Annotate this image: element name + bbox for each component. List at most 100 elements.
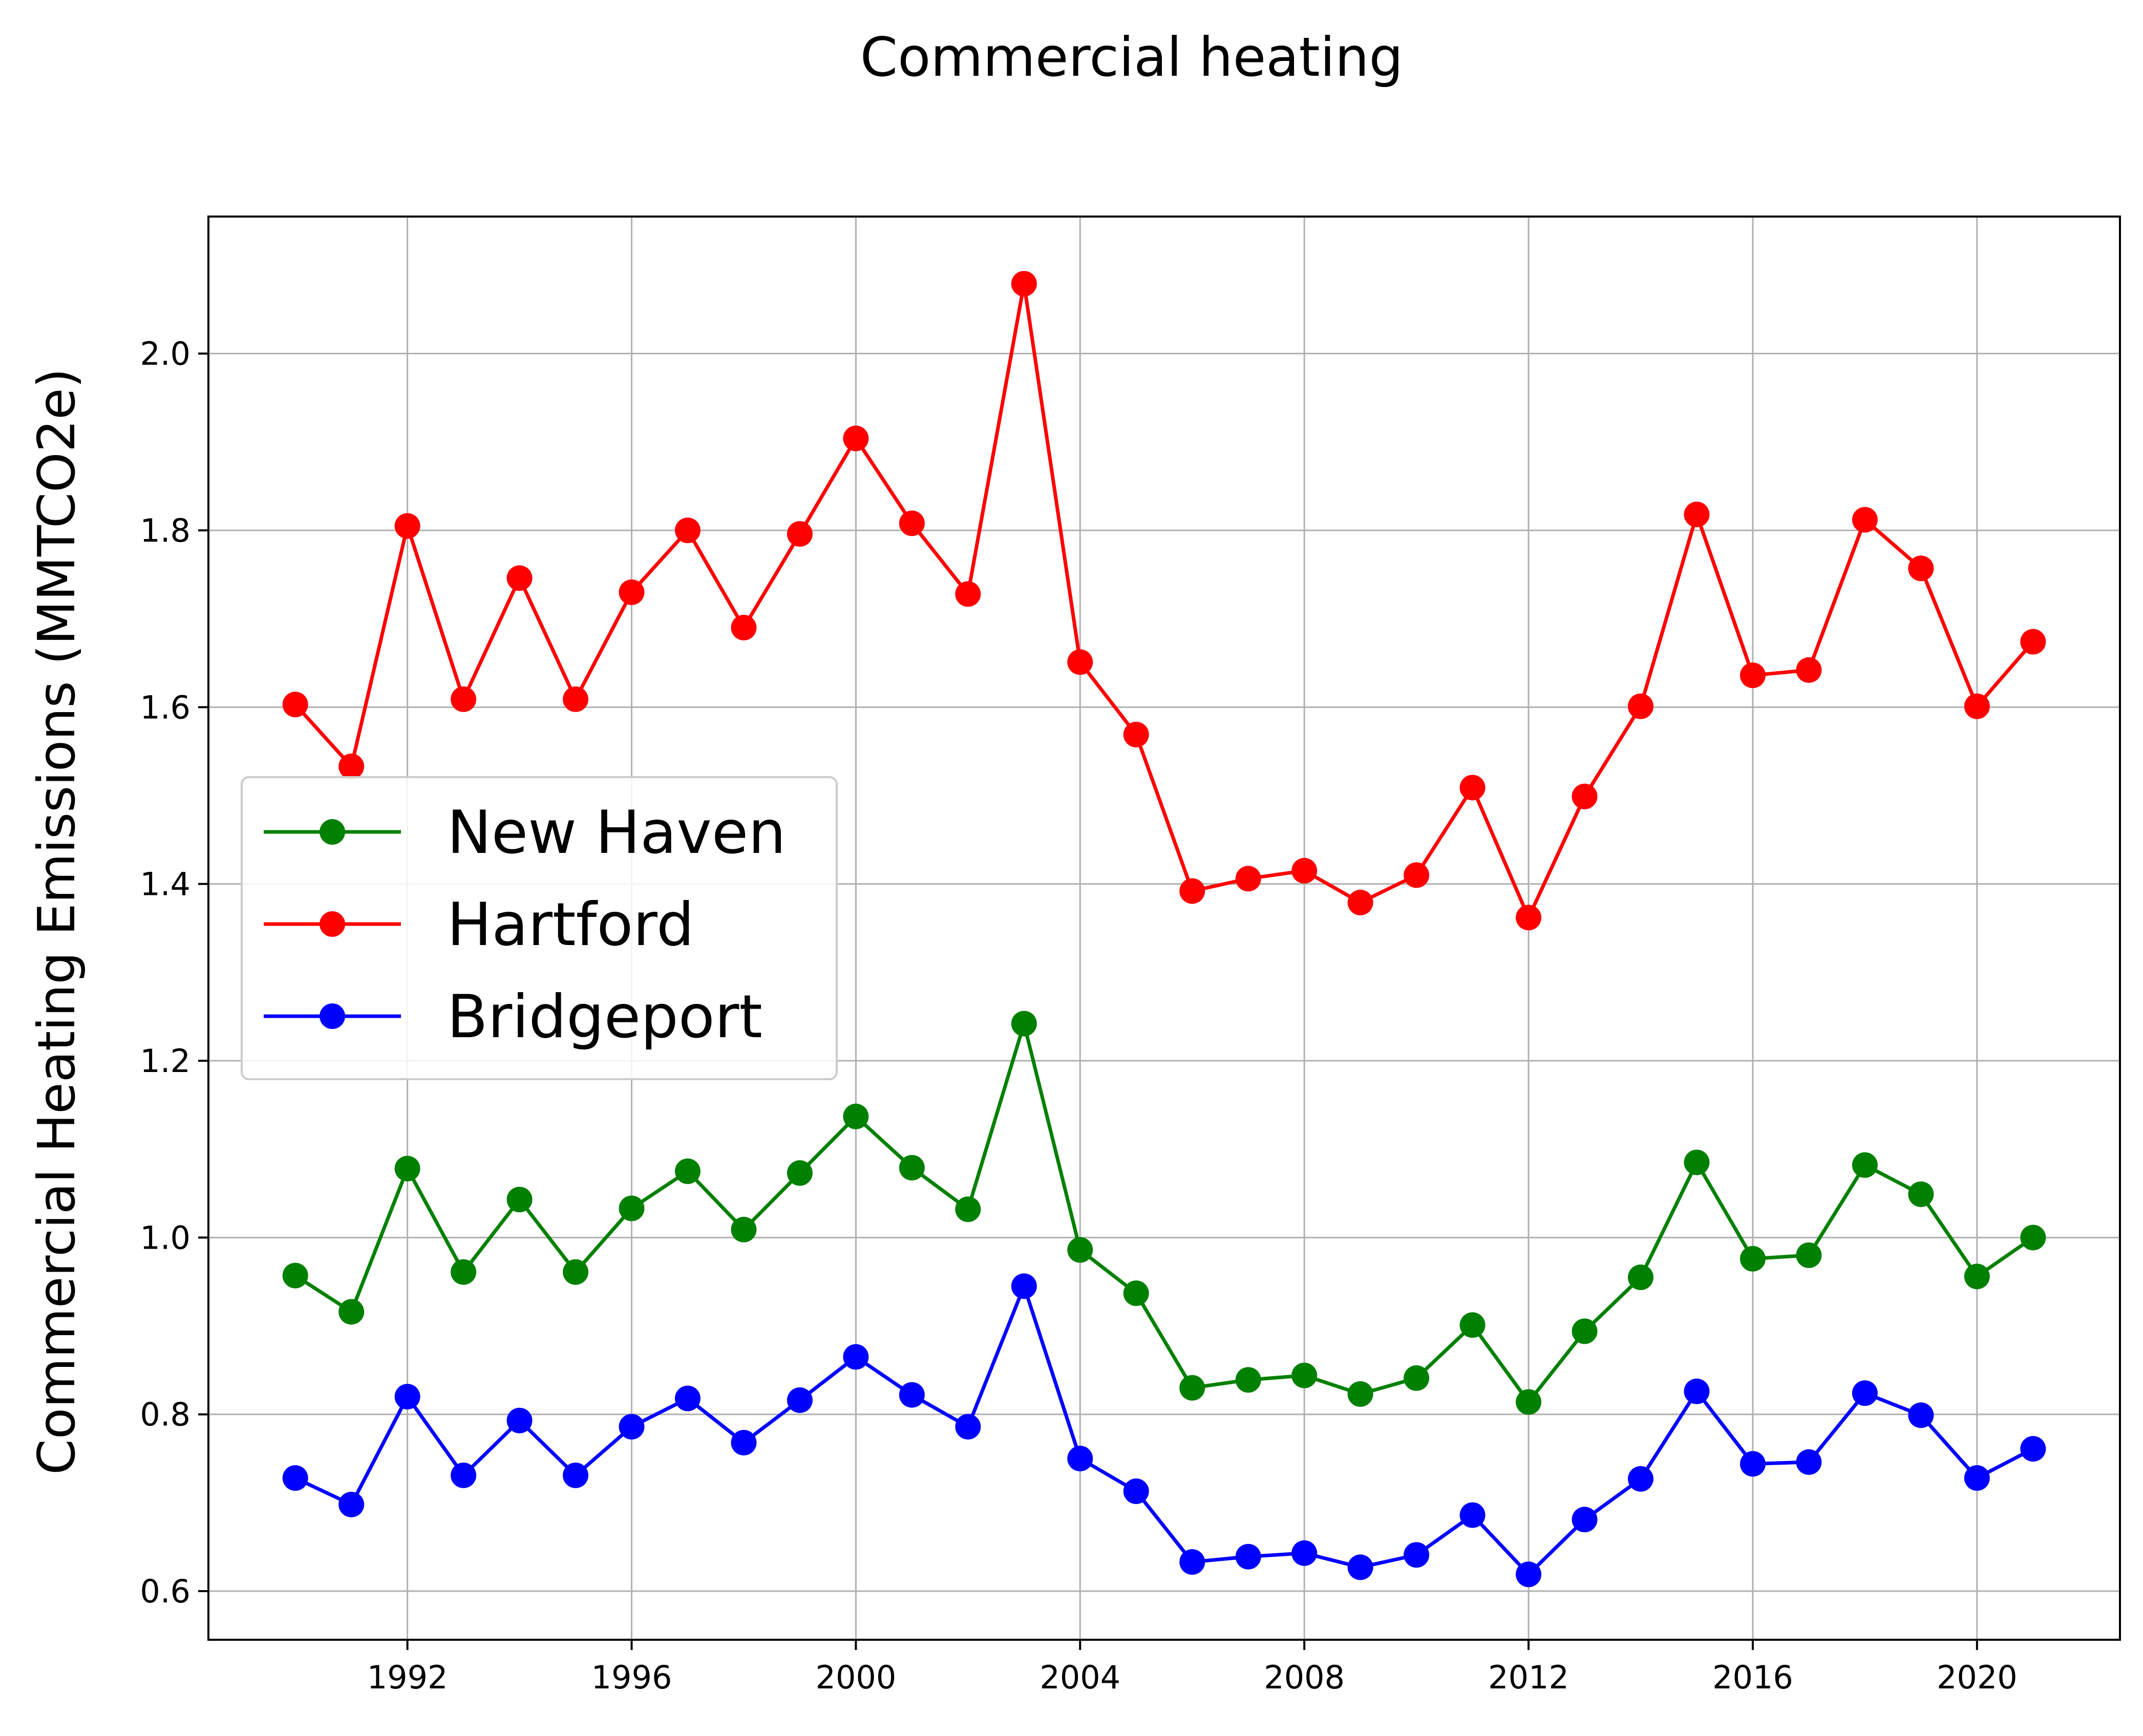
data-point-new-haven [1179, 1375, 1205, 1401]
x-tick-label: 1996 [591, 1659, 672, 1696]
data-point-new-haven [1235, 1367, 1261, 1393]
data-point-bridgeport [1404, 1542, 1430, 1568]
data-point-new-haven [282, 1262, 308, 1289]
x-tick-label: 1992 [367, 1659, 448, 1696]
legend-item-hartford: Hartford [264, 890, 694, 959]
data-point-new-haven [1404, 1365, 1430, 1391]
data-point-hartford [1628, 693, 1654, 719]
data-point-bridgeport [955, 1413, 981, 1440]
data-point-bridgeport [1011, 1273, 1037, 1299]
data-point-hartford [1459, 775, 1486, 801]
series-bridgeport [282, 1273, 2046, 1588]
data-point-new-haven [731, 1216, 757, 1242]
data-point-new-haven [1067, 1237, 1093, 1263]
data-point-bridgeport [394, 1384, 420, 1410]
x-tick-label: 2016 [1712, 1659, 1793, 1696]
data-point-bridgeport [1964, 1465, 1990, 1491]
data-point-hartford [1067, 649, 1093, 675]
y-tick-label: 0.6 [140, 1573, 190, 1610]
y-tick-label: 1.8 [140, 512, 190, 549]
data-point-new-haven [619, 1195, 645, 1221]
series-hartford [282, 271, 2046, 931]
data-point-new-haven [451, 1259, 477, 1285]
legend: New Haven Hartford Bridgeport [241, 776, 838, 1080]
legend-marker [320, 1003, 345, 1029]
legend-marker [320, 819, 345, 845]
data-point-new-haven [674, 1158, 701, 1184]
x-tick-label: 2012 [1488, 1659, 1569, 1696]
data-point-hartford [1684, 501, 1710, 527]
y-tick-label: 0.8 [140, 1396, 190, 1433]
data-point-hartford [899, 510, 925, 537]
data-point-hartford [787, 521, 813, 547]
data-point-new-haven [899, 1154, 925, 1181]
data-point-hartford [451, 686, 477, 712]
series-line-new-haven [294, 1021, 2034, 1404]
data-point-hartford [619, 579, 645, 605]
data-point-new-haven [1628, 1265, 1654, 1291]
data-point-hartford [1572, 783, 1598, 809]
data-point-hartford [394, 513, 420, 539]
data-point-bridgeport [843, 1344, 869, 1370]
data-point-hartford [2020, 629, 2046, 655]
legend-box [241, 776, 838, 1080]
data-point-bridgeport [1347, 1554, 1373, 1580]
data-point-new-haven [1852, 1152, 1878, 1178]
data-point-bridgeport [1796, 1449, 1822, 1475]
y-tick-label: 1.0 [140, 1219, 190, 1256]
data-point-hartford [674, 517, 701, 543]
data-point-new-haven [2020, 1225, 2046, 1251]
data-point-hartford [282, 692, 308, 718]
data-point-new-haven [1123, 1280, 1149, 1306]
data-point-hartford [1235, 866, 1261, 892]
data-point-bridgeport [506, 1407, 533, 1433]
data-point-hartford [1796, 657, 1822, 683]
data-point-new-haven [338, 1299, 365, 1325]
x-tick-label: 2020 [1937, 1659, 2018, 1696]
data-point-hartford [731, 614, 757, 640]
legend-marker [320, 911, 345, 937]
data-point-bridgeport [1235, 1544, 1261, 1570]
data-point-new-haven [1796, 1242, 1822, 1268]
data-point-new-haven [563, 1259, 589, 1285]
data-point-bridgeport [787, 1387, 813, 1413]
data-point-hartford [1852, 507, 1878, 533]
data-point-new-haven [1739, 1246, 1766, 1272]
legend-item-bridgeport: Bridgeport [264, 982, 762, 1052]
y-tick-label: 1.6 [140, 689, 190, 726]
data-point-bridgeport [1179, 1549, 1205, 1575]
y-tick-label: 2.0 [140, 335, 190, 373]
data-point-hartford [338, 754, 365, 780]
data-point-new-haven [506, 1187, 533, 1213]
data-point-new-haven [1459, 1312, 1486, 1338]
data-point-new-haven [955, 1196, 981, 1223]
data-point-bridgeport [1291, 1540, 1318, 1566]
data-point-bridgeport [338, 1491, 365, 1517]
legend-label: Bridgeport [447, 982, 762, 1052]
data-point-bridgeport [619, 1413, 645, 1440]
data-point-hartford [506, 565, 533, 591]
data-point-hartford [1347, 889, 1373, 915]
data-point-new-haven [1908, 1181, 1934, 1207]
data-point-bridgeport [674, 1385, 701, 1411]
x-tick-label: 2004 [1039, 1659, 1120, 1696]
x-tick-label: 2008 [1264, 1659, 1345, 1696]
series-new-haven [282, 1011, 2046, 1415]
data-point-bridgeport [1572, 1507, 1598, 1533]
data-point-hartford [1179, 878, 1205, 904]
data-point-bridgeport [1684, 1378, 1710, 1404]
data-point-hartford [843, 425, 869, 452]
data-point-hartford [1964, 693, 1990, 719]
data-point-bridgeport [1852, 1380, 1878, 1406]
data-point-hartford [563, 686, 589, 712]
chart-title: Commercial heating [860, 26, 1403, 89]
data-point-bridgeport [451, 1462, 477, 1488]
y-tick-label: 1.2 [140, 1042, 190, 1080]
legend-label: Hartford [447, 890, 694, 959]
data-point-bridgeport [1516, 1561, 1542, 1588]
series-layer [282, 271, 2046, 1588]
data-point-new-haven [1964, 1263, 1990, 1290]
data-point-bridgeport [1123, 1478, 1149, 1504]
